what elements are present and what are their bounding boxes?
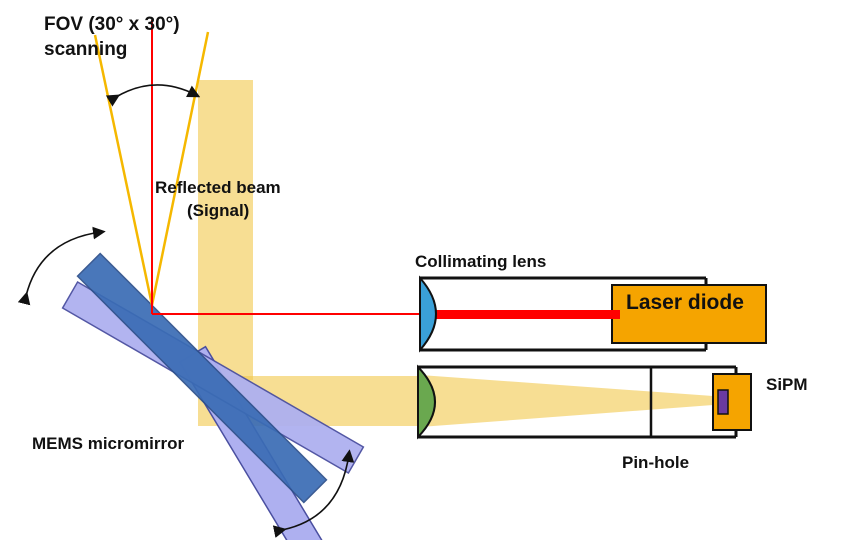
transmitter-module <box>420 278 766 350</box>
reflected-beam-label-line1: Reflected beam <box>155 178 281 197</box>
sipm-label: SiPM <box>766 375 808 394</box>
laser-diode-label: Laser diode <box>626 291 744 314</box>
fov-scan-arrow <box>116 85 196 97</box>
pinhole-label: Pin-hole <box>622 453 689 472</box>
mems-micromirror-label: MEMS micromirror <box>32 434 184 453</box>
collimating-lens-shape <box>420 278 436 350</box>
reflected-beam-label-line2: (Signal) <box>187 201 249 220</box>
receiver-module <box>418 367 751 437</box>
reflected-beam-vertical <box>198 80 253 380</box>
sipm-chip <box>718 390 728 414</box>
laser-beam-bar <box>432 310 620 319</box>
focused-return-cone <box>420 375 713 427</box>
collimating-lens-label: Collimating lens <box>415 252 546 271</box>
fov-label-line2: scanning <box>44 39 127 60</box>
fov-label-line1: FOV (30° x 30°) <box>44 14 180 35</box>
